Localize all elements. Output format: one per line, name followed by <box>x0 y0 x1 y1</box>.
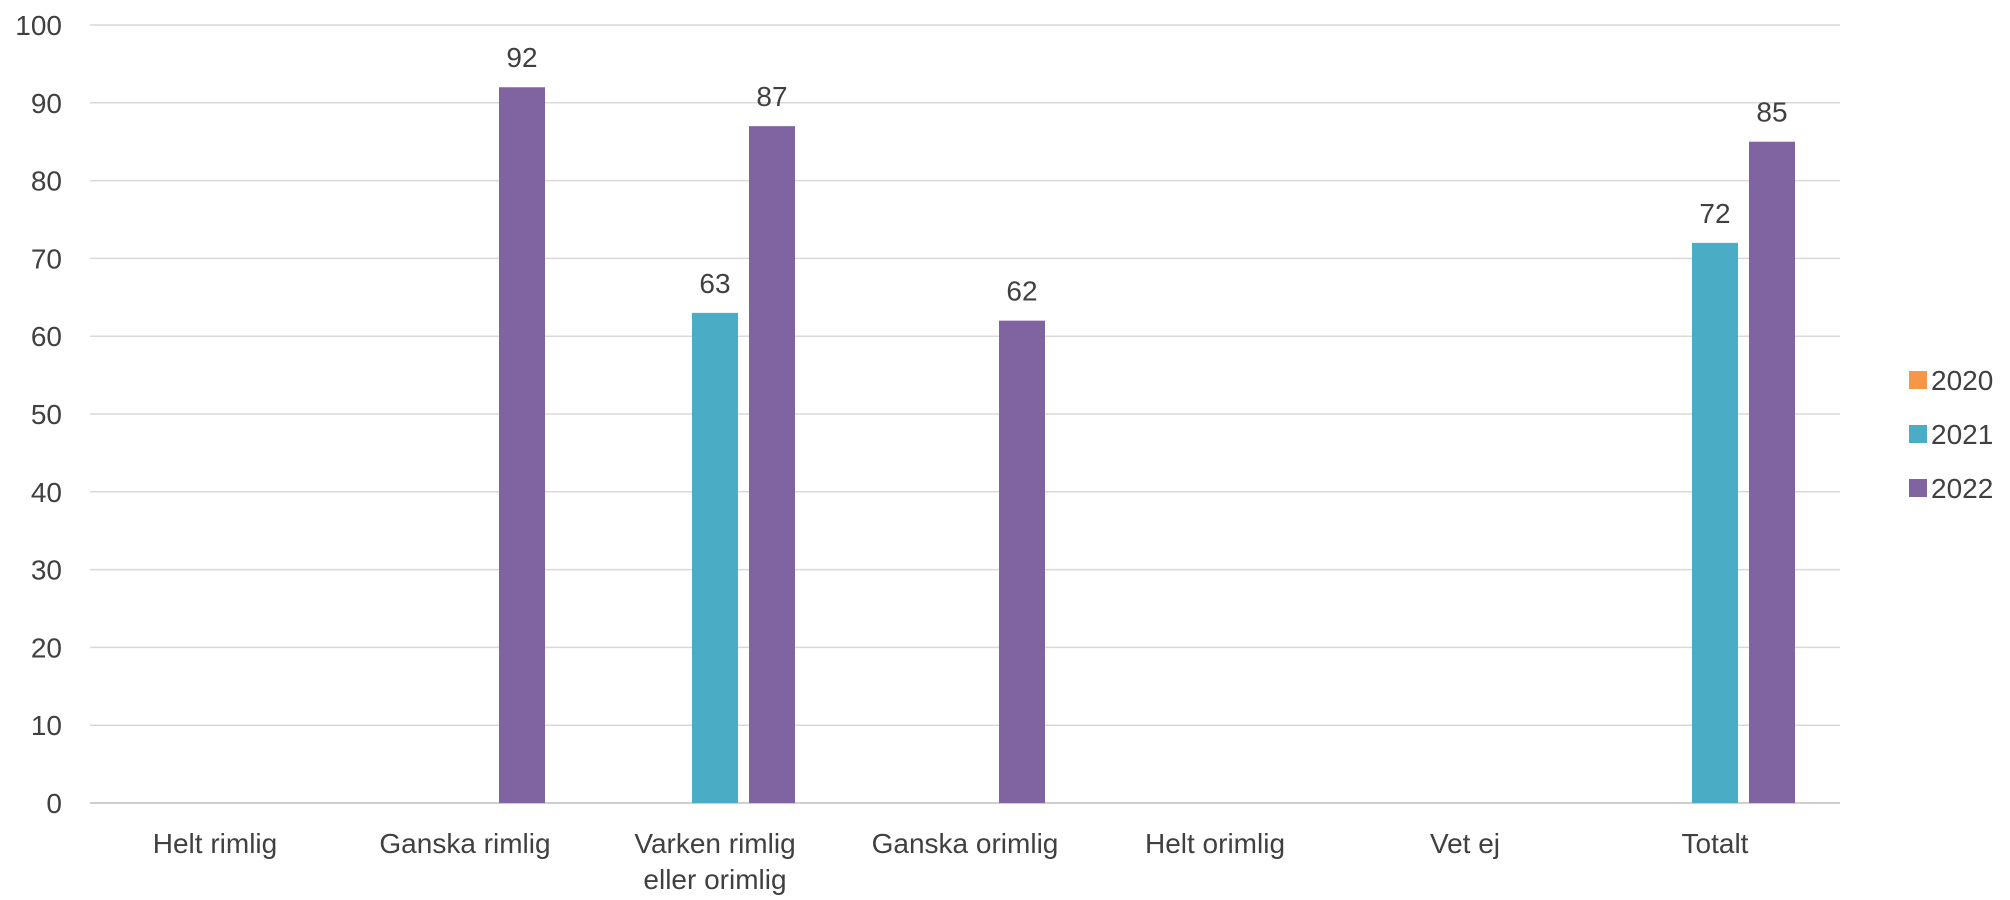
y-tick-label: 20 <box>31 632 62 663</box>
data-label: 87 <box>756 81 787 112</box>
gridlines <box>90 24 1840 804</box>
y-tick-label: 70 <box>31 243 62 274</box>
bar-2022 <box>499 87 545 804</box>
legend-label: 2022 <box>1931 473 1993 504</box>
y-tick-label: 100 <box>15 10 62 41</box>
bar-2022 <box>1749 141 1795 803</box>
data-label: 85 <box>1756 97 1787 128</box>
y-tick-label: 0 <box>46 788 62 819</box>
bar-2022 <box>999 320 1045 803</box>
y-tick-label: 50 <box>31 399 62 430</box>
y-tick-label: 60 <box>31 321 62 352</box>
legend-swatch-2020 <box>1909 371 1927 389</box>
data-labels: 63 72 92 87 62 85 <box>506 42 1787 306</box>
bars <box>499 87 1795 804</box>
x-category-label: Helt orimlig <box>1145 828 1285 859</box>
x-category-label: Ganska rimlig <box>379 828 550 859</box>
x-category-label: Varken rimlig <box>634 828 795 859</box>
x-category-label: Totalt <box>1682 828 1749 859</box>
legend-swatch-2022 <box>1909 479 1927 497</box>
y-tick-label: 10 <box>31 710 62 741</box>
x-category-label: eller orimlig <box>643 864 786 895</box>
y-tick-label: 90 <box>31 88 62 119</box>
x-category-label: Vet ej <box>1430 828 1500 859</box>
x-category-label: Ganska orimlig <box>872 828 1059 859</box>
y-tick-label: 80 <box>31 166 62 197</box>
legend-label: 2021 <box>1931 419 1993 450</box>
x-category-label: Helt rimlig <box>153 828 277 859</box>
x-axis-categories: Helt rimlig Ganska rimlig Varken rimlig ell… <box>153 828 1749 895</box>
data-label: 62 <box>1006 276 1037 307</box>
legend-swatch-2021 <box>1909 425 1927 443</box>
legend: 2020 2021 2022 <box>1909 365 1993 504</box>
data-label: 72 <box>1699 198 1730 229</box>
bar-2022 <box>749 126 795 803</box>
y-tick-label: 30 <box>31 555 62 586</box>
y-tick-label: 40 <box>31 477 62 508</box>
legend-label: 2020 <box>1931 365 1993 396</box>
data-label: 63 <box>699 268 730 299</box>
bar-2021 <box>1692 242 1738 804</box>
y-axis-ticks: 0 10 20 30 40 50 60 70 80 90 100 <box>15 10 62 819</box>
data-label: 92 <box>506 42 537 73</box>
bar-2021 <box>692 312 738 803</box>
